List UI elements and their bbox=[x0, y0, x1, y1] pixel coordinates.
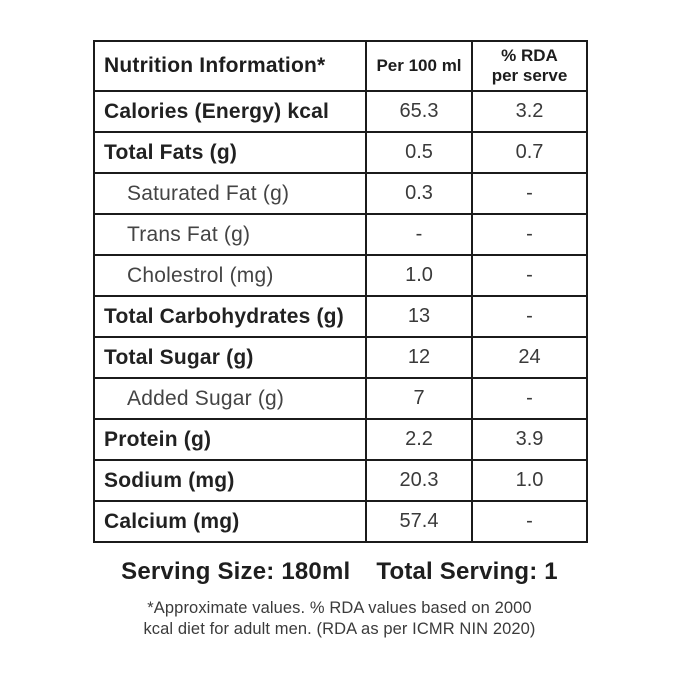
rda-value: 3.9 bbox=[471, 418, 588, 461]
nutrient-label: Saturated Fat (g) bbox=[93, 172, 367, 215]
rda-value: 3.2 bbox=[471, 90, 588, 133]
nutrient-label: Total Fats (g) bbox=[93, 131, 367, 174]
footnote-line2: kcal diet for adult men. (RDA as per ICM… bbox=[143, 620, 536, 638]
per-100ml-value: 0.3 bbox=[365, 172, 473, 215]
per-100ml-value: 13 bbox=[365, 295, 473, 338]
rda-value: - bbox=[471, 172, 588, 215]
nutrient-label: Protein (g) bbox=[93, 418, 367, 461]
nutrient-label: Calcium (mg) bbox=[93, 500, 367, 543]
per-100ml-value: 1.0 bbox=[365, 254, 473, 297]
nutrient-label: Added Sugar (g) bbox=[93, 377, 367, 420]
nutrient-label: Total Sugar (g) bbox=[93, 336, 367, 379]
nutrient-label: Trans Fat (g) bbox=[93, 213, 367, 256]
serving-info-line: Serving Size: 180ml Total Serving: 1 bbox=[0, 558, 679, 586]
rda-value: - bbox=[471, 295, 588, 338]
rda-value: 0.7 bbox=[471, 131, 588, 174]
table-row-sodium: Sodium (mg) 20.3 1.0 bbox=[93, 459, 588, 502]
table-row-total-carbohydrates: Total Carbohydrates (g) 13 - bbox=[93, 295, 588, 338]
rda-value: - bbox=[471, 377, 588, 420]
per-100ml-value: 57.4 bbox=[365, 500, 473, 543]
rda-value: 24 bbox=[471, 336, 588, 379]
per-100ml-value: 12 bbox=[365, 336, 473, 379]
footnote: *Approximate values. % RDA values based … bbox=[0, 598, 679, 640]
nutrition-table: Nutrition Information* Per 100 ml % RDA … bbox=[93, 40, 588, 543]
rda-value: 1.0 bbox=[471, 459, 588, 502]
nutrient-label: Sodium (mg) bbox=[93, 459, 367, 502]
table-row-calcium: Calcium (mg) 57.4 - bbox=[93, 500, 588, 543]
rda-value: - bbox=[471, 500, 588, 543]
rda-value: - bbox=[471, 254, 588, 297]
rda-value: - bbox=[471, 213, 588, 256]
total-serving-text: Total Serving: 1 bbox=[376, 558, 558, 585]
nutrient-label: Cholestrol (mg) bbox=[93, 254, 367, 297]
table-row-total-sugar: Total Sugar (g) 12 24 bbox=[93, 336, 588, 379]
table-row-added-sugar: Added Sugar (g) 7 - bbox=[93, 377, 588, 420]
table-row-calories: Calories (Energy) kcal 65.3 3.2 bbox=[93, 90, 588, 133]
nutrient-label: Calories (Energy) kcal bbox=[93, 90, 367, 133]
per-100ml-value: 2.2 bbox=[365, 418, 473, 461]
header-rda-per-serve: % RDA per serve bbox=[471, 40, 588, 92]
header-rda-line1: % RDA bbox=[501, 46, 558, 65]
table-row-trans-fat: Trans Fat (g) - - bbox=[93, 213, 588, 256]
table-row-cholestrol: Cholestrol (mg) 1.0 - bbox=[93, 254, 588, 297]
table-row-saturated-fat: Saturated Fat (g) 0.3 - bbox=[93, 172, 588, 215]
table-row-protein: Protein (g) 2.2 3.9 bbox=[93, 418, 588, 461]
table-header-row: Nutrition Information* Per 100 ml % RDA … bbox=[93, 40, 588, 92]
per-100ml-value: 0.5 bbox=[365, 131, 473, 174]
per-100ml-value: 65.3 bbox=[365, 90, 473, 133]
header-rda-line2: per serve bbox=[491, 66, 568, 85]
nutrient-label: Total Carbohydrates (g) bbox=[93, 295, 367, 338]
per-100ml-value: - bbox=[365, 213, 473, 256]
footnote-line1: *Approximate values. % RDA values based … bbox=[147, 599, 532, 617]
serving-size-text: Serving Size: 180ml bbox=[121, 558, 351, 585]
table-row-total-fats: Total Fats (g) 0.5 0.7 bbox=[93, 131, 588, 174]
header-per-100ml: Per 100 ml bbox=[365, 40, 473, 92]
header-nutrition-information: Nutrition Information* bbox=[93, 40, 367, 92]
per-100ml-value: 7 bbox=[365, 377, 473, 420]
per-100ml-value: 20.3 bbox=[365, 459, 473, 502]
